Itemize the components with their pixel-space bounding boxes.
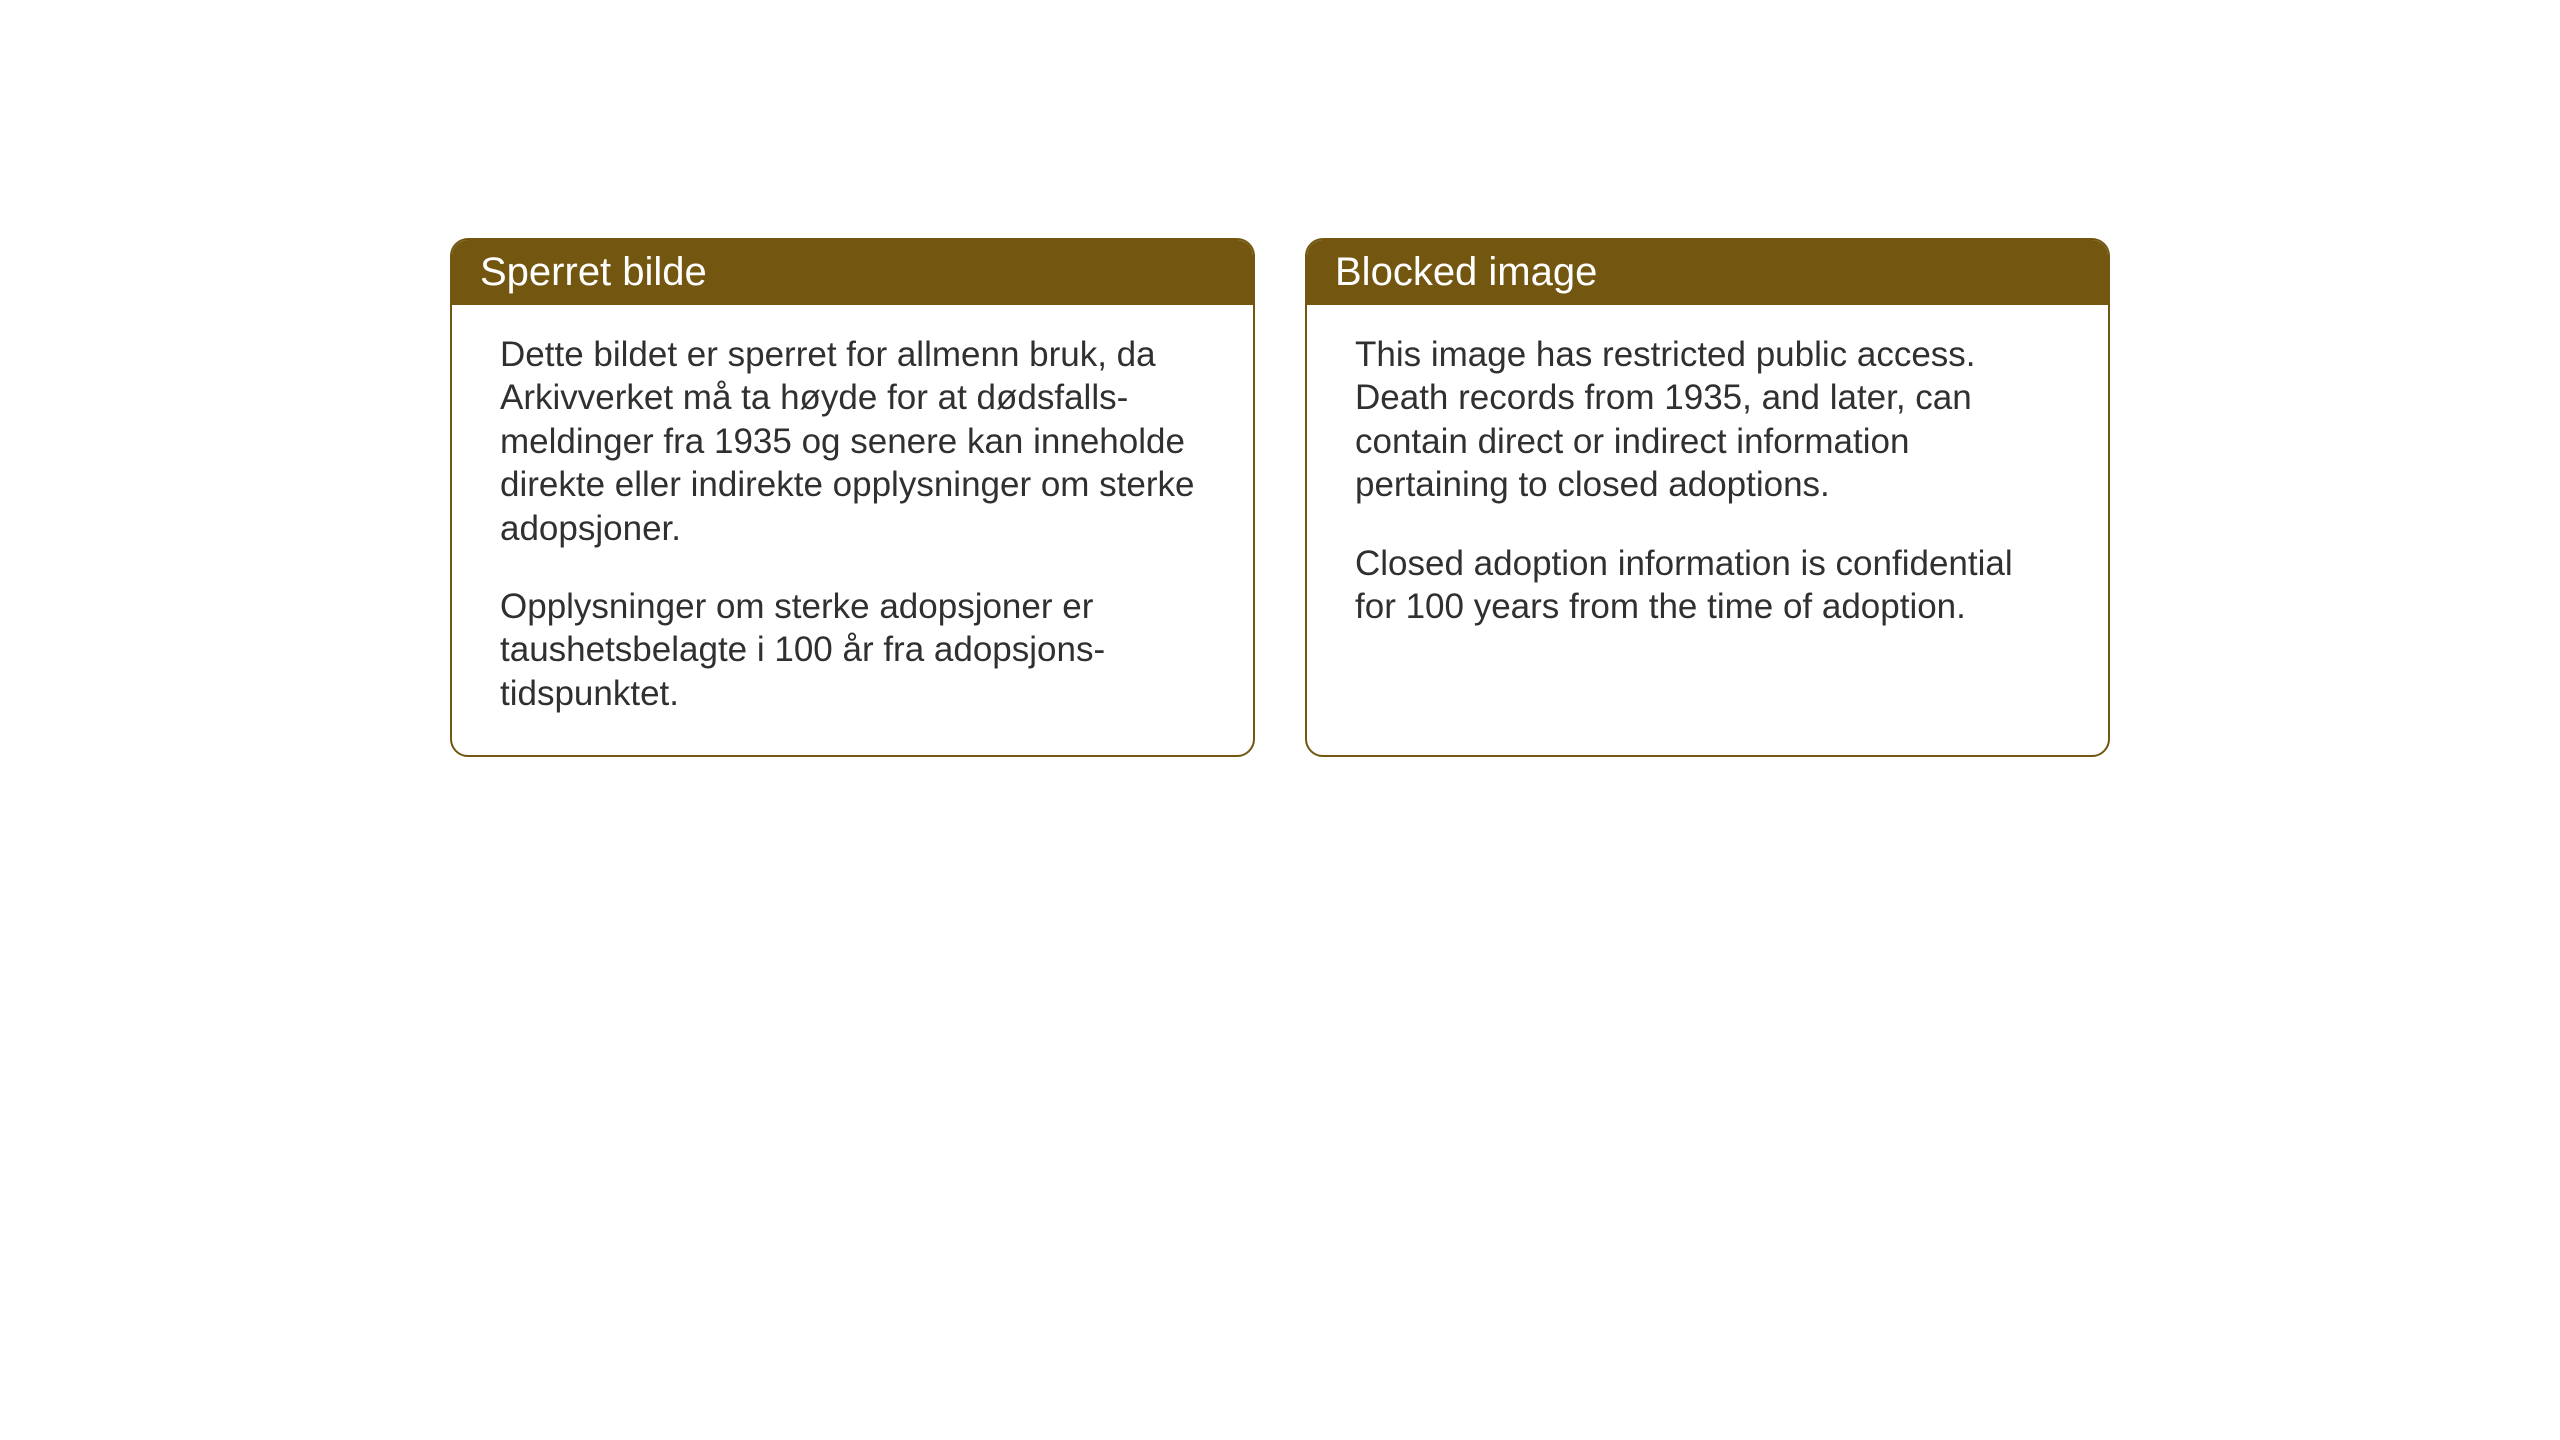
card-header-norwegian: Sperret bilde: [452, 240, 1253, 305]
card-body-norwegian: Dette bildet er sperret for allmenn bruk…: [452, 305, 1253, 755]
card-paragraph-2-norwegian: Opplysninger om sterke adopsjoner er tau…: [500, 585, 1205, 715]
card-paragraph-1-norwegian: Dette bildet er sperret for allmenn bruk…: [500, 333, 1205, 550]
notice-card-norwegian: Sperret bilde Dette bildet er sperret fo…: [450, 238, 1255, 757]
card-paragraph-1-english: This image has restricted public access.…: [1355, 333, 2060, 507]
card-body-english: This image has restricted public access.…: [1307, 305, 2108, 668]
card-header-english: Blocked image: [1307, 240, 2108, 305]
card-title-english: Blocked image: [1335, 250, 1597, 294]
card-title-norwegian: Sperret bilde: [480, 250, 707, 294]
notice-card-english: Blocked image This image has restricted …: [1305, 238, 2110, 757]
notice-container: Sperret bilde Dette bildet er sperret fo…: [450, 238, 2110, 757]
card-paragraph-2-english: Closed adoption information is confident…: [1355, 542, 2060, 629]
